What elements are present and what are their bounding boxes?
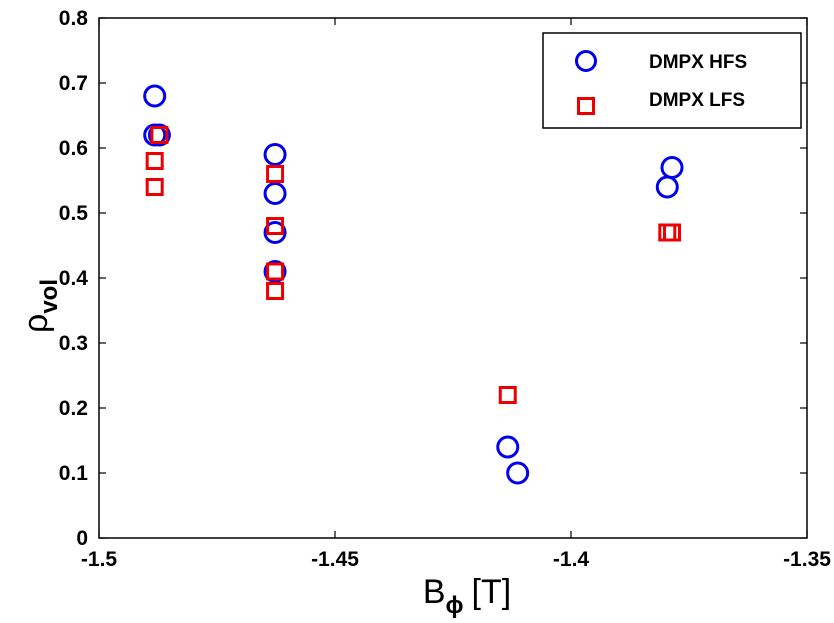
x-axis-label-unit: [T] bbox=[472, 573, 512, 611]
legend-hfs-label: DMPX HFS bbox=[649, 52, 747, 73]
hfs-point bbox=[496, 435, 520, 459]
tick-labels: -1.5 -1.45 -1.4 -1.35 0 0.1 0.2 0.3 0.4 0.5 0.6 0.7… bbox=[59, 7, 831, 571]
x-axis-label: Bϕ [T] bbox=[423, 573, 511, 619]
x-tick-label: -1.4 bbox=[553, 548, 590, 571]
lfs-point bbox=[663, 223, 682, 242]
y-tick-label: 0.2 bbox=[59, 397, 88, 420]
x-axis-label-main: B bbox=[423, 573, 446, 611]
lfs-point bbox=[266, 282, 285, 300]
x-axis-label-sub: ϕ bbox=[446, 592, 464, 619]
hfs-point bbox=[143, 84, 167, 108]
lfs-point bbox=[145, 178, 164, 196]
x-tick-label: -1.45 bbox=[311, 548, 359, 571]
x-tick-label: -1.5 bbox=[81, 548, 118, 571]
lfs-point bbox=[145, 152, 164, 170]
lfs-point bbox=[150, 126, 169, 144]
y-axis-label: ρvol bbox=[17, 279, 63, 333]
y-tick-label: 0 bbox=[76, 527, 88, 550]
lfs-point bbox=[266, 262, 285, 281]
y-tick-label: 0.4 bbox=[59, 267, 89, 290]
data-marks bbox=[143, 84, 684, 485]
legend: DMPX HFS DMPX LFS bbox=[542, 32, 802, 129]
hfs-point bbox=[263, 221, 287, 244]
y-tick-label: 0.1 bbox=[59, 462, 89, 485]
x-tick-label: -1.35 bbox=[783, 548, 831, 571]
y-tick-label: 0.8 bbox=[59, 7, 89, 30]
hfs-point bbox=[263, 143, 287, 166]
y-tick-label: 0.6 bbox=[59, 137, 88, 160]
hfs-point bbox=[263, 260, 287, 283]
y-tick-label: 0.5 bbox=[59, 202, 89, 225]
y-axis-label-sub: vol bbox=[36, 279, 63, 314]
hfs-point bbox=[660, 156, 684, 179]
svg-text:ρvol: ρvol bbox=[17, 279, 63, 333]
hfs-point bbox=[263, 182, 287, 205]
y-tick-label: 0.3 bbox=[59, 332, 88, 355]
lfs-point bbox=[498, 386, 517, 404]
hfs-point bbox=[147, 123, 171, 147]
y-tick-label: 0.7 bbox=[59, 72, 88, 95]
y-axis-label-main: ρ bbox=[17, 314, 55, 333]
legend-hfs-marker bbox=[575, 50, 597, 72]
lfs-point bbox=[266, 165, 285, 183]
hfs-point bbox=[506, 461, 530, 485]
legend-lfs-marker bbox=[577, 97, 595, 115]
axis-ticks bbox=[98, 17, 808, 539]
lfs-point bbox=[266, 217, 285, 235]
legend-lfs-label: DMPX LFS bbox=[649, 90, 745, 111]
